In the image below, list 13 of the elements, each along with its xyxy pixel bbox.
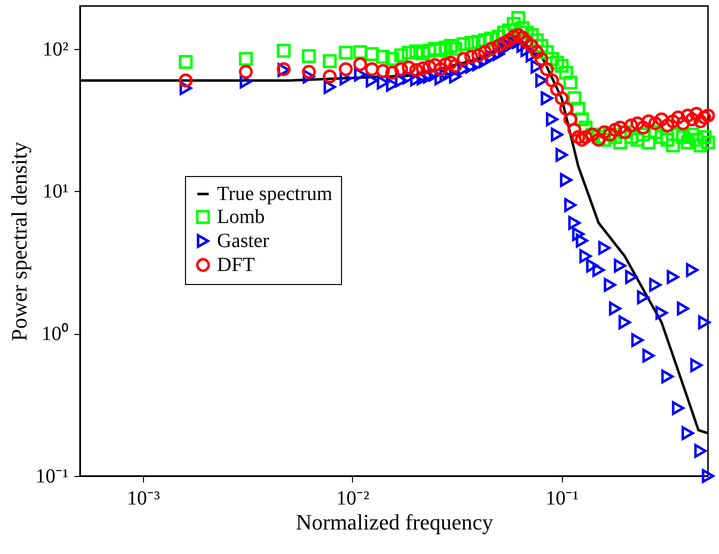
y-tick-label: 10² [42, 38, 68, 60]
x-tick-label: 10⁻¹ [546, 488, 579, 510]
x-tick-label: 10⁻² [336, 488, 370, 510]
y-tick-label: 10⁻¹ [36, 466, 68, 488]
x-axis-title: Normalized frequency [296, 510, 494, 534]
legend-label: DFT [217, 254, 255, 276]
x-tick-label: 10⁻³ [127, 488, 160, 510]
legend-label: Gaster [217, 230, 270, 252]
legend-label: Lomb [217, 206, 265, 228]
y-tick-label: 10⁰ [42, 322, 68, 346]
legend-label: True spectrum [217, 183, 333, 205]
y-tick-label: 10¹ [42, 180, 68, 203]
y-axis-title: Power spectral density [6, 142, 32, 342]
